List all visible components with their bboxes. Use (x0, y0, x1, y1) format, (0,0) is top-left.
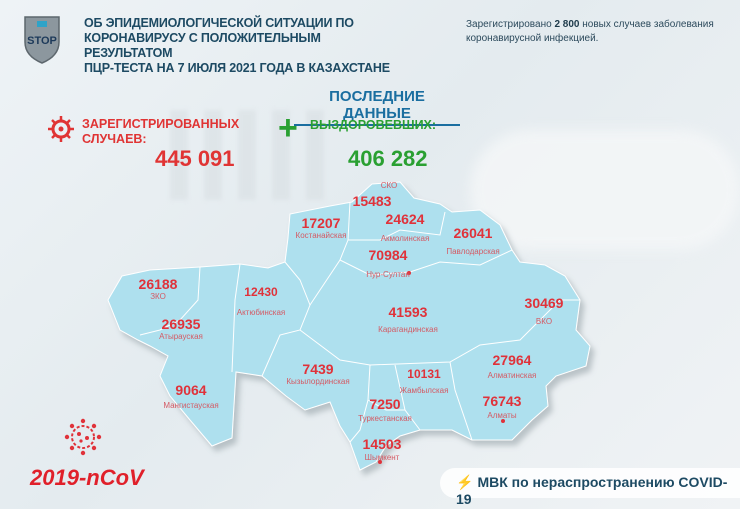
region-shymkent: 14503 Шымкент (363, 437, 402, 463)
region-value: 27964 (492, 352, 532, 368)
page-title: ОБ ЭПИДЕМИОЛОГИЧЕСКОЙ СИТУАЦИИ ПО КОРОНА… (84, 16, 404, 76)
region-name: Мангистауская (163, 401, 219, 410)
region-nur-sultan: 70984 Нур-Султан (366, 248, 410, 280)
region-name: Павлодарская (446, 247, 500, 256)
region-value: 26188 (138, 276, 178, 292)
title-line: ОБ ЭПИДЕМИОЛОГИЧЕСКОЙ СИТУАЦИИ ПО (84, 16, 354, 30)
region-value: 9064 (175, 382, 207, 398)
registered-label-line: СЛУЧАЕВ: (82, 132, 147, 146)
region-name: Алматинская (487, 371, 537, 380)
region-value: 26041 (453, 225, 493, 241)
region-value: 76743 (482, 393, 522, 409)
region-value: 7250 (369, 396, 401, 412)
ncov-badge: 2019-nCoV (30, 465, 144, 490)
lightning-icon: ⚡ (456, 474, 474, 490)
registered-label-line: ЗАРЕГИСТРИРОВАННЫХ (82, 117, 240, 131)
latest-data-heading: ПОСЛЕДНИЕ ДАННЫЕ (294, 88, 460, 126)
region-mangystau: 9064 Мангистауская (163, 383, 218, 411)
region-name: Алматы (487, 411, 517, 420)
footer-text: МВК по нераспространению COVID-19 (456, 474, 728, 507)
recovered-value: 406 282 (348, 146, 428, 171)
region-value: 41593 (388, 304, 428, 320)
region-kyzylorda: 7439 Кызылординская (286, 362, 349, 387)
shymkent-marker (378, 460, 382, 464)
region-value: 10131 (407, 367, 441, 381)
region-name: СКО (380, 181, 398, 190)
region-name: Акмолинская (380, 234, 430, 243)
region-value: 12430 (244, 285, 278, 299)
note-number: 2 800 (554, 19, 580, 30)
region-almaty-city: 76743 Алматы (483, 394, 522, 421)
region-aktobe: 12430 Актюбинская (237, 285, 286, 318)
background-glove (470, 130, 740, 250)
nur-sultan-marker (407, 271, 411, 275)
region-value: 24624 (385, 211, 425, 227)
region-almaty-oblast: 27964 Алматинская (488, 353, 537, 381)
region-vko: 30469 ВКО (525, 296, 564, 327)
region-value: 7439 (302, 361, 334, 377)
country-outline (107, 181, 591, 471)
region-name: Нур-Султан (366, 270, 410, 279)
region-value: 30469 (524, 295, 564, 311)
region-value: 70984 (368, 247, 408, 263)
region-name: Карагандинская (378, 325, 438, 334)
region-value: 15483 (352, 193, 392, 209)
region-name: ЗКО (150, 292, 166, 301)
region-value: 14503 (362, 436, 402, 452)
recovered-label: ВЫЗДОРОВЕВШИХ: (310, 118, 437, 132)
region-name: Костанайская (295, 231, 347, 240)
region-name: ВКО (535, 317, 553, 326)
logo-text: STOP (27, 35, 57, 47)
region-name: Актюбинская (236, 308, 286, 317)
region-name: Кызылординская (286, 377, 350, 386)
region-turkestan: 7250 Туркестанская (358, 397, 412, 424)
region-sko-value: 15483 (353, 194, 392, 209)
region-name: Туркестанская (358, 414, 412, 423)
region-borders (139, 201, 580, 443)
registered-label: ЗАРЕГИСТРИРОВАННЫХ СЛУЧАЕВ: (82, 117, 239, 147)
region-karaganda: 41593 Карагандинская (378, 305, 438, 335)
region-pavlodar: 26041 Павлодарская (446, 226, 499, 257)
stop-shield-logo: STOP (24, 16, 60, 64)
almaty-marker (501, 419, 505, 423)
region-zhambyl: 10131 Жамбылская (400, 367, 449, 396)
footer-banner: ⚡ МВК по нераспространению COVID-19 (440, 468, 740, 507)
region-sko: СКО (381, 181, 398, 191)
region-kostanay: 17207 Костанайская (296, 216, 347, 241)
region-name: Атырауская (159, 332, 203, 341)
region-name: Жамбылская (399, 386, 449, 395)
region-akmola: 24624 Акмолинская (381, 212, 430, 244)
region-name: Шымкент (364, 453, 400, 462)
coronavirus-icon (64, 418, 102, 456)
new-cases-note: Зарегистрировано 2 800 новых случаев заб… (466, 18, 716, 46)
virus-icon (48, 116, 74, 142)
note-suffix: новых случаев заболевания коронавирусной… (466, 19, 714, 44)
title-line: КОРОНАВИРУСУ С ПОЛОЖИТЕЛЬНЫМ РЕЗУЛЬТАТОМ (84, 31, 321, 60)
plus-icon: + (278, 109, 298, 147)
region-atyrau: 26935 Атырауская (159, 317, 203, 342)
title-line: ПЦР-ТЕСТА НА 7 ИЮЛЯ 2021 ГОДА В КАЗАХСТА… (84, 61, 390, 75)
region-zko: 26188 ЗКО (139, 277, 178, 302)
region-value: 17207 (301, 215, 341, 231)
note-prefix: Зарегистрировано (466, 19, 555, 30)
registered-value: 445 091 (155, 146, 235, 171)
region-value: 26935 (161, 316, 201, 332)
